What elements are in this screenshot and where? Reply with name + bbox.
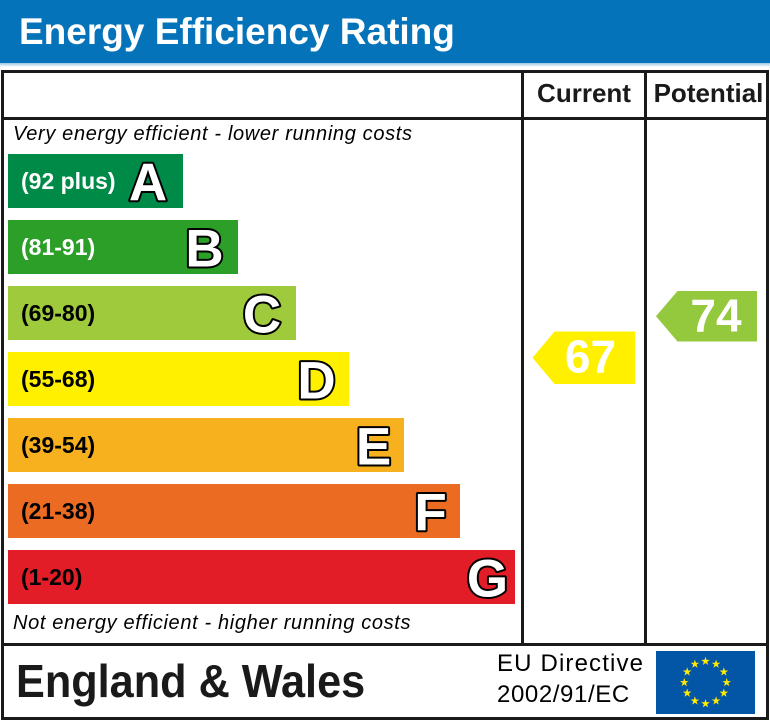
- svg-text:C: C: [243, 286, 281, 345]
- svg-text:A: A: [129, 154, 167, 213]
- svg-text:F: F: [414, 484, 446, 543]
- svg-text:E: E: [356, 418, 391, 477]
- svg-text:67: 67: [565, 331, 616, 383]
- svg-text:B: B: [185, 220, 223, 279]
- svg-text:74: 74: [690, 290, 742, 342]
- svg-text:D: D: [297, 352, 335, 411]
- svg-text:G: G: [467, 550, 508, 609]
